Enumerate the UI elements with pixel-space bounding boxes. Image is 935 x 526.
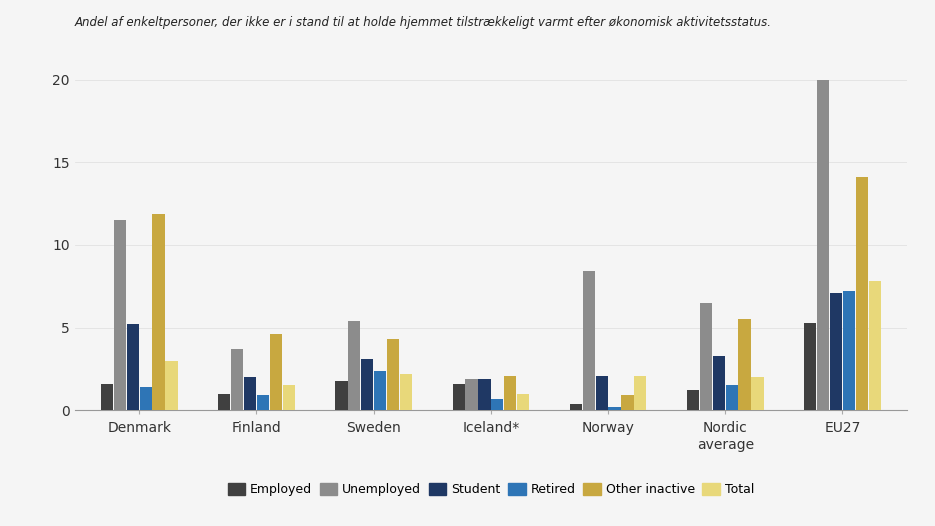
Bar xyxy=(504,376,516,410)
Bar xyxy=(244,377,256,410)
Bar xyxy=(114,220,126,410)
Bar xyxy=(466,379,478,410)
Legend: Employed, Unemployed, Student, Retired, Other inactive, Total: Employed, Unemployed, Student, Retired, … xyxy=(223,478,759,501)
Bar xyxy=(101,384,113,410)
Bar xyxy=(218,394,230,410)
Bar xyxy=(139,387,151,410)
Text: Andel af enkeltpersoner, der ikke er i stand til at holde hjemmet tilstrækkeligt: Andel af enkeltpersoner, der ikke er i s… xyxy=(75,16,771,29)
Bar xyxy=(374,371,386,410)
Bar xyxy=(830,293,842,410)
Bar xyxy=(282,386,295,410)
Bar xyxy=(152,214,165,410)
Bar xyxy=(336,380,348,410)
Bar xyxy=(856,177,868,410)
Bar xyxy=(491,399,503,410)
Bar xyxy=(596,376,608,410)
Bar xyxy=(583,271,595,410)
Bar xyxy=(609,407,621,410)
Bar xyxy=(699,303,712,410)
Bar xyxy=(257,396,269,410)
Bar xyxy=(739,319,751,410)
Bar xyxy=(400,374,412,410)
Bar xyxy=(348,321,361,410)
Bar xyxy=(269,334,282,410)
Bar xyxy=(387,339,399,410)
Bar xyxy=(569,403,582,410)
Bar xyxy=(453,384,465,410)
Bar xyxy=(804,322,816,410)
Bar xyxy=(687,390,699,410)
Bar xyxy=(869,281,881,410)
Bar xyxy=(361,359,373,410)
Bar xyxy=(712,356,725,410)
Bar xyxy=(842,291,856,410)
Bar xyxy=(752,377,764,410)
Bar xyxy=(165,361,178,410)
Bar xyxy=(634,376,646,410)
Bar xyxy=(817,79,829,410)
Bar xyxy=(726,386,738,410)
Bar xyxy=(517,394,529,410)
Bar xyxy=(479,379,491,410)
Bar xyxy=(126,325,139,410)
Bar xyxy=(231,349,243,410)
Bar xyxy=(621,396,634,410)
